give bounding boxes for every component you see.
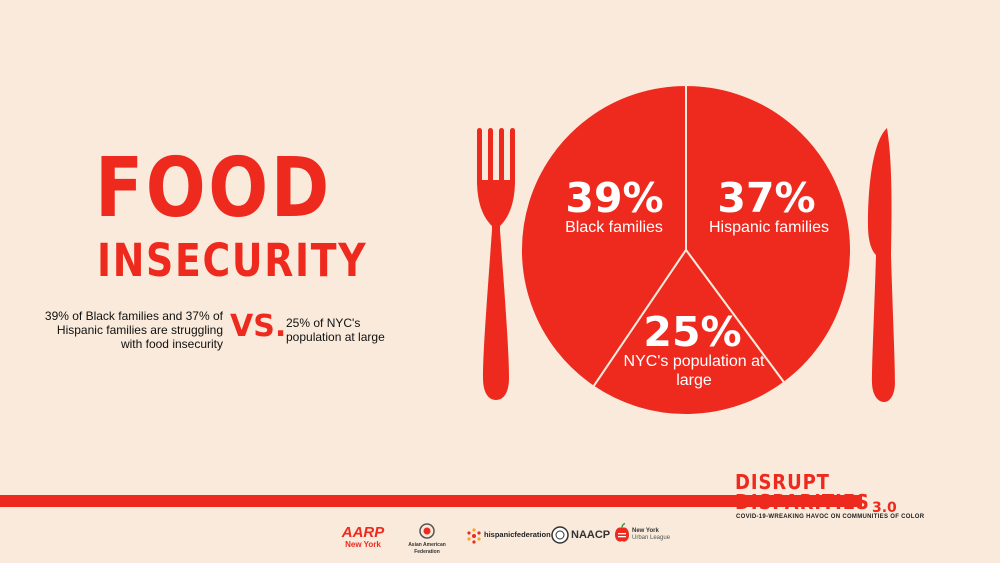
slice-label-black: Black families	[565, 219, 663, 236]
aarp-logo-sub: New York	[345, 540, 381, 549]
apple-icon	[615, 523, 629, 542]
slice-value-hispanic: 37%	[717, 174, 816, 222]
brand-line1: DISRUPT	[735, 470, 830, 494]
vs-label: VS.	[230, 309, 287, 344]
brand-logo: DISRUPT DISPARITIES	[735, 472, 870, 512]
partner-logos: AARP New York Asian American Federation …	[0, 523, 1000, 558]
aaf-logo-text: Asian American Federation	[408, 542, 446, 555]
aaf-emblem-icon	[419, 523, 435, 539]
nyul-logo-line2: Urban League	[632, 535, 671, 541]
fork-icon	[477, 128, 515, 400]
aaf-logo: Asian American Federation	[396, 523, 458, 556]
slice-label-hispanic: Hispanic families	[708, 219, 830, 236]
title-insecurity: INSECURITY	[97, 234, 368, 287]
naacp-seal-icon	[551, 526, 569, 544]
knife-icon	[868, 128, 895, 402]
pie-chart	[519, 84, 852, 416]
pie-slice-black-families	[519, 84, 687, 388]
brand-tagline: COVID-19-WREAKING HAVOC ON COMMUNITIES O…	[736, 514, 925, 520]
footer-red-bar	[0, 495, 862, 507]
hf-logo-text: hispanicfederation	[484, 530, 551, 539]
comparison-left-text: 39% of Black families and 37% of Hispani…	[44, 309, 223, 351]
nyul-logo-line1: New York	[632, 528, 659, 534]
aarp-logo-text: AARP	[341, 524, 385, 541]
brand-version: 3.0	[872, 500, 897, 516]
naacp-logo-text: NAACP	[571, 529, 611, 541]
sun-dots-icon	[467, 528, 481, 544]
comparison-right-text: 25% of NYC's population at large	[286, 316, 385, 344]
pie-slice-nyc-population	[592, 249, 786, 416]
title-food: FOOD	[95, 141, 332, 236]
brand-line2: DISPARITIES	[735, 490, 870, 514]
pie-slice-hispanic-families	[685, 84, 852, 384]
aarp-logo: AARP New York	[332, 525, 394, 549]
slice-value-black: 39%	[565, 174, 664, 222]
slice-value-nyc: 25%	[643, 308, 742, 356]
slice-label-nyc: NYC's population at large	[623, 353, 765, 389]
